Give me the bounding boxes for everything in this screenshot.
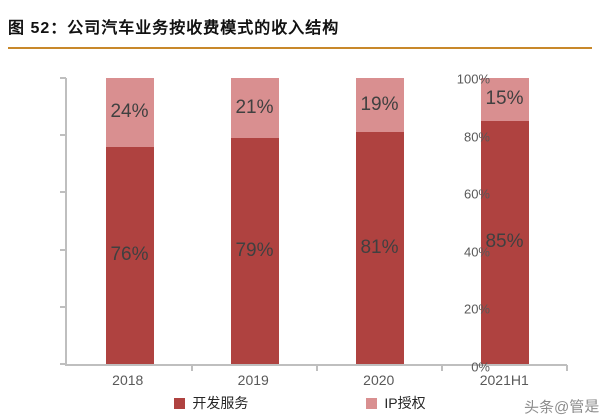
data-label: 81% (360, 237, 399, 259)
x-axis-labels: 2018 2019 2020 2021H1 (65, 372, 567, 388)
y-tick-label: 0% (471, 359, 490, 375)
y-tick-label: 40% (463, 244, 490, 260)
bar-group-2020: 19% 81% (317, 78, 443, 371)
bar-group-2019: 21% 79% (192, 78, 318, 371)
y-tick-mark (60, 134, 66, 137)
legend-label-dev-service: 开发服务 (192, 395, 249, 411)
segment-IP授权: 15% (480, 78, 529, 121)
y-tick-label: 60% (463, 186, 490, 202)
segment-IP授权: 21% (230, 78, 279, 139)
x-axis-label-2019: 2019 (237, 372, 269, 388)
stacked-bar-2020: 19% 81% (355, 78, 404, 364)
data-label: 85% (485, 231, 524, 253)
data-label: 79% (235, 240, 274, 262)
y-tick-mark (60, 363, 66, 365)
y-tick-mark (60, 248, 66, 251)
title-underline (8, 47, 592, 49)
segment-开发服务: 81% (355, 132, 404, 364)
data-label: 24% (110, 101, 149, 123)
segment-开发服务: 76% (105, 146, 154, 364)
x-tick-mark (316, 365, 318, 371)
stacked-bar-2021H1: 15% 85% (480, 78, 529, 364)
stacked-bar-chart: 24% 76% 21% 79% 19% 81% 15% 85% 0% 20% 40% 60% 80% 1… (60, 72, 568, 375)
ip-license-swatch (366, 397, 378, 409)
x-tick-mark (566, 365, 568, 371)
figure-title: 图 52：公司汽车业务按收费模式的收入结构 (8, 20, 340, 37)
stacked-bar-2019: 21% 79% (230, 78, 279, 364)
x-axis-label-2018: 2018 (112, 372, 144, 388)
x-tick-mark (191, 365, 193, 371)
dev-service-swatch (174, 397, 186, 409)
segment-开发服务: 85% (480, 120, 529, 364)
watermark: 头条@管是 (523, 398, 600, 417)
y-tick-mark (60, 305, 66, 308)
data-label: 19% (360, 94, 399, 116)
segment-开发服务: 79% (230, 138, 279, 364)
x-axis-label-2021H1: 2021H1 (479, 372, 529, 388)
segment-IP授权: 19% (355, 78, 404, 133)
y-tick-label: 20% (463, 301, 490, 317)
data-label: 21% (235, 97, 274, 119)
bar-group-2018: 24% 76% (67, 78, 193, 371)
legend-item-ip-license: IP授权 (366, 393, 426, 413)
x-axis-label-2020: 2020 (363, 372, 395, 388)
bar-group-2021H1: 15% 85% (442, 78, 568, 371)
data-label: 76% (110, 244, 149, 266)
legend-label-ip-license: IP授权 (384, 395, 426, 411)
y-tick-mark (60, 77, 66, 79)
y-tick-label: 100% (456, 71, 490, 87)
x-tick-mark (441, 365, 443, 371)
stacked-bar-2018: 24% 76% (105, 78, 154, 364)
segment-IP授权: 24% (105, 78, 154, 147)
y-tick-mark (60, 191, 66, 194)
y-tick-label: 80% (463, 129, 490, 145)
plot-area: 24% 76% 21% 79% 19% 81% 15% 85% (60, 77, 568, 371)
legend: 开发服务 IP授权 (0, 393, 600, 413)
legend-item-dev-service: 开发服务 (174, 393, 248, 413)
data-label: 15% (485, 88, 524, 110)
